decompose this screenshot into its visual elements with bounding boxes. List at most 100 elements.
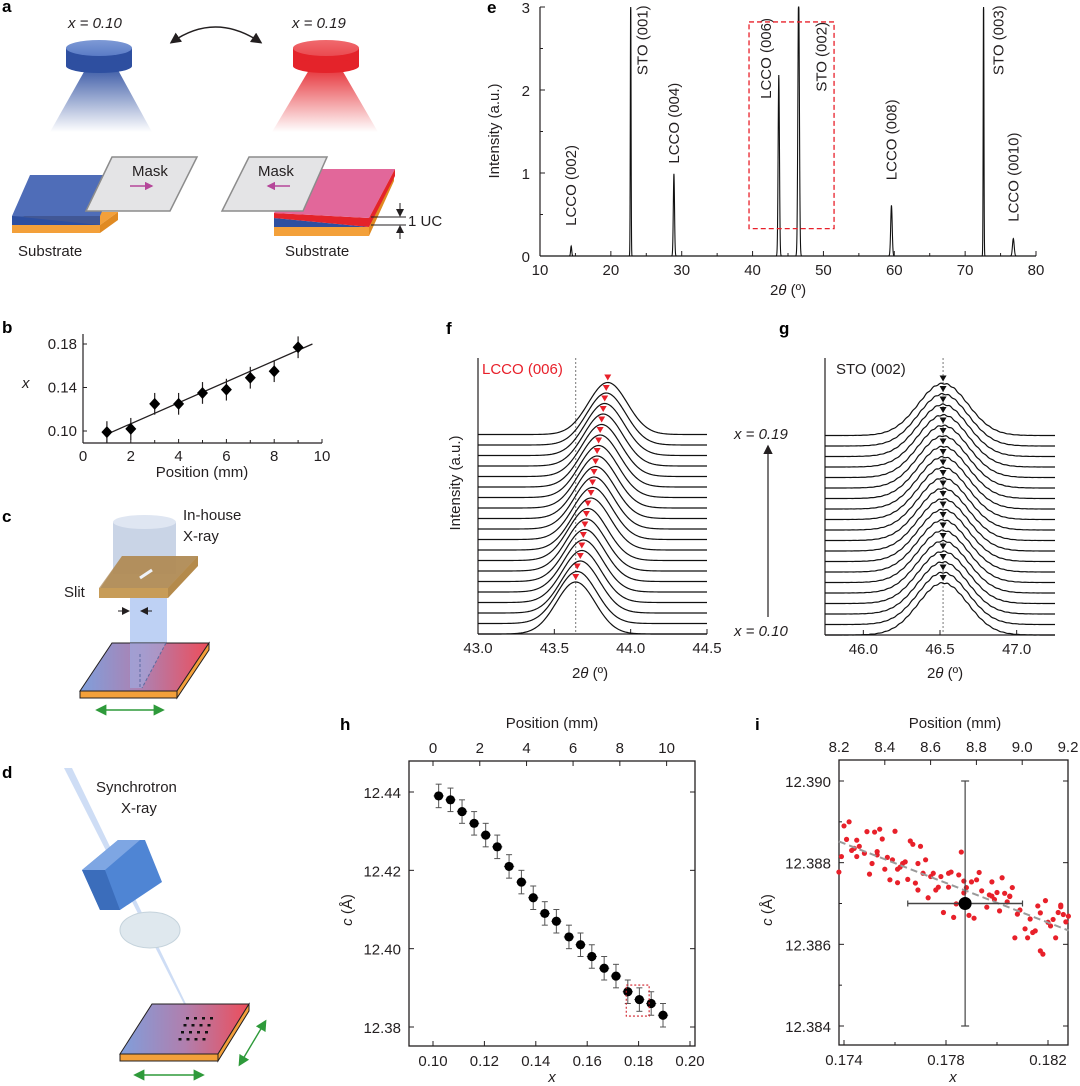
f-peak-marker <box>593 448 601 454</box>
slit-label: Slit <box>64 584 86 601</box>
g-peak-marker <box>939 449 947 455</box>
i-scatter-point <box>877 826 883 832</box>
h-xlabel: x <box>547 1069 556 1086</box>
h-data-point <box>504 861 514 872</box>
f-curve <box>478 518 707 572</box>
panel-i: i 0.174 0.178 0.182 8.2 8.4 8.6 8.8 9.0 9.2 12.38… <box>755 715 1078 1086</box>
i-scatter-point <box>874 849 880 855</box>
g-curve <box>825 529 1055 584</box>
i-scatter-point <box>1055 909 1061 916</box>
right-substrate-label: Substrate <box>285 243 349 260</box>
i-scatter-point <box>940 909 947 916</box>
h-top-xtick-label: 4 <box>522 740 530 757</box>
measurement-spot <box>199 1024 203 1027</box>
i-ytick-label: 12.386 <box>785 937 831 954</box>
b-data-point <box>197 386 208 399</box>
i-scatter-point <box>892 828 898 834</box>
i-scatter-point <box>872 829 878 835</box>
h-top-xtick-label: 2 <box>476 740 484 757</box>
i-scatter-point <box>974 877 980 883</box>
i-scatter-point <box>1050 916 1056 923</box>
b-data-point <box>268 365 280 378</box>
h-data-point <box>469 818 479 828</box>
f-peak-marker <box>579 532 587 538</box>
i-scatter-point <box>917 843 924 849</box>
i-xtick-label: 0.174 <box>825 1052 863 1069</box>
i-scatter-point <box>1027 916 1033 922</box>
f-xtick-label: 44.5 <box>692 640 721 657</box>
i-scatter-point <box>1002 890 1008 896</box>
i-scatter-point <box>1014 911 1021 917</box>
g-peak-marker <box>939 459 947 466</box>
i-ytick-label: 12.388 <box>785 856 831 873</box>
i-scatter-point <box>894 880 901 886</box>
f-curve <box>478 497 707 551</box>
b-data-point <box>220 383 232 396</box>
f-curve <box>478 444 707 499</box>
focusing-lens-icon <box>119 911 181 949</box>
g-curve <box>824 445 1056 500</box>
i-scatter-point <box>923 857 929 863</box>
i-ytick-label: 12.384 <box>785 1019 831 1036</box>
i-scatter-point <box>838 853 845 860</box>
measurement-spot <box>189 1031 192 1034</box>
h-ytick-label: 12.44 <box>363 785 401 802</box>
e-peak-label: STO (003) <box>990 5 1007 75</box>
g-peak-marker <box>939 428 947 434</box>
i-scatter-point <box>1040 951 1046 957</box>
i-scatter-point <box>1022 926 1028 932</box>
i-scatter-point <box>854 853 860 860</box>
i-scatter-point <box>1060 911 1066 918</box>
i-scatter-point <box>905 876 911 883</box>
i-scatter-point <box>915 887 921 893</box>
i-top-xtick-label: 8.4 <box>874 739 895 756</box>
measurement-grid <box>178 1017 213 1041</box>
i-scatter-point <box>979 888 985 894</box>
h-data-point <box>634 994 644 1005</box>
i-scatter-point <box>1065 913 1071 919</box>
measurement-spot <box>186 1038 190 1041</box>
i-scatter-point <box>956 872 962 878</box>
d-sample-icon <box>119 1002 250 1063</box>
c-source-label-line2: X-ray <box>183 528 219 545</box>
f-curve <box>478 581 707 635</box>
g-xtick-label: 46.5 <box>925 641 954 658</box>
panel-g: g 46.0 46.5 47.0 STO (002) x = 0.19 x = 0.… <box>733 319 1056 682</box>
measurement-spot <box>202 1038 206 1041</box>
g-peak-marker <box>939 480 947 487</box>
b-fit-line <box>109 343 313 434</box>
g-peak-marker <box>939 554 947 560</box>
i-scatter-point <box>1007 893 1013 899</box>
b-data-point <box>292 341 304 354</box>
measurement-spot <box>181 1031 184 1034</box>
f-curve <box>478 549 707 604</box>
h-top-xtick-label: 6 <box>569 740 577 757</box>
e-xtick-label: 30 <box>673 262 690 279</box>
g-peak-marker <box>939 375 947 382</box>
h-ytick-label: 12.42 <box>363 863 401 880</box>
g-xtick-label: 46.0 <box>849 641 878 658</box>
f-peak-marker <box>581 521 589 528</box>
f-curve <box>478 402 707 457</box>
g-curve <box>824 508 1056 563</box>
i-scatter-point <box>843 836 850 842</box>
measurement-spot <box>186 1017 189 1020</box>
i-xtick-label: 0.182 <box>1029 1052 1067 1069</box>
b-data-point <box>244 371 256 384</box>
f-xtick-label: 44.0 <box>616 640 645 657</box>
measurement-spot <box>178 1038 182 1041</box>
h-data-point <box>434 791 444 801</box>
i-scatter-point <box>951 914 957 920</box>
c-source-label-line1: In-house <box>183 507 241 524</box>
h-xtick-label: 0.20 <box>675 1053 704 1070</box>
blue-plume <box>50 70 152 132</box>
e-xtick-label: 60 <box>886 262 903 279</box>
i-xtick-label: 0.178 <box>927 1052 965 1069</box>
e-peak-label: LCCO (006) <box>758 18 775 99</box>
e-peak-label: STO (001) <box>635 5 652 75</box>
g-peak-marker <box>939 575 947 581</box>
b-data-point <box>101 426 113 439</box>
i-scatter-point <box>912 880 919 886</box>
e-ylabel: Intensity (a.u.) <box>486 83 503 178</box>
panel-label-d: d <box>2 763 12 782</box>
